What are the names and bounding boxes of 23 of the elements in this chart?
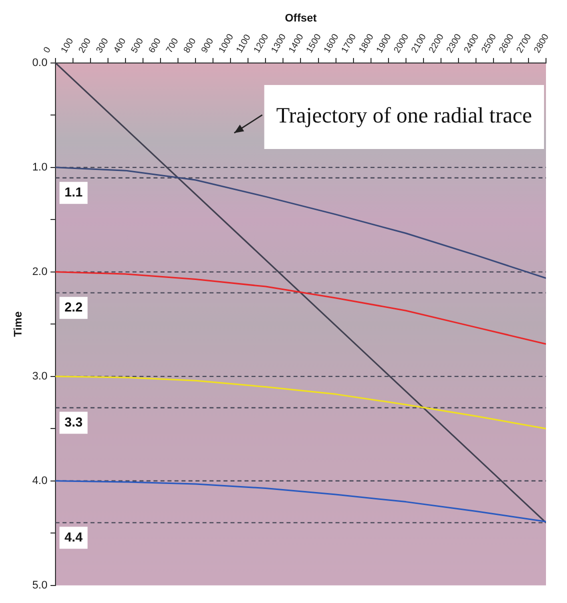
y-tick-label: 0.0: [32, 56, 48, 69]
ref-line-label: 2.2: [64, 299, 83, 314]
x-tick-label: 100: [58, 36, 76, 54]
y-tick-label: 2.0: [32, 266, 48, 278]
x-tick-label: 700: [164, 36, 180, 54]
x-tick-label: 500: [128, 36, 146, 54]
y-tick-label: 3.0: [32, 370, 48, 382]
x-tick-label: 900: [199, 36, 216, 54]
x-tick-label: 800: [182, 36, 198, 54]
annotation: Trajectory of one radial trace: [276, 102, 532, 128]
x-axis-title: Offset: [284, 12, 317, 25]
x-tick-label: 300: [94, 36, 110, 54]
ref-line-label: 1.1: [64, 184, 83, 200]
x-tick-label: 200: [76, 36, 93, 54]
x-tick-label: 0: [41, 45, 53, 54]
ref-line-label: 4.4: [64, 529, 84, 544]
x-tick-label: 400: [111, 36, 128, 54]
x-tick-label: 600: [146, 36, 163, 54]
y-tick-label: 1.0: [32, 161, 48, 174]
y-axis-title: Time: [12, 311, 25, 337]
ref-line-label: 3.3: [64, 414, 83, 430]
y-tick-label: 5.0: [32, 579, 48, 592]
y-tick-label: 4.0: [32, 474, 48, 487]
